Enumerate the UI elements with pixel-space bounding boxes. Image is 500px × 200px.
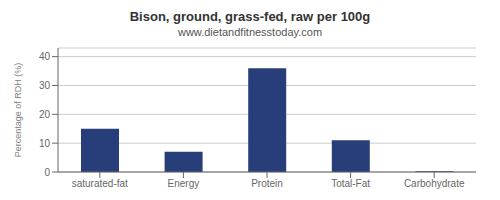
svg-text:Protein: Protein	[251, 178, 283, 189]
svg-text:0: 0	[44, 167, 50, 178]
html-text:Bison, ground, grass-fed, raw: Bison, ground, grass-fed, raw per 100g	[129, 9, 371, 24]
svg-text:Total-Fat: Total-Fat	[331, 178, 370, 189]
svg-text:Energy: Energy	[168, 178, 200, 189]
svg-text:Percentage of RDH (%): Percentage of RDH (%)	[13, 63, 23, 158]
svg-text:saturated-fat: saturated-fat	[72, 178, 128, 189]
svg-text:40: 40	[39, 51, 51, 62]
svg-text:20: 20	[39, 109, 51, 120]
svg-text:10: 10	[39, 138, 51, 149]
svg-text:30: 30	[39, 80, 51, 91]
svg-text:Carbohydrate: Carbohydrate	[404, 178, 465, 189]
html-text:www.dietandfitnesstoday.com: www.dietandfitnesstoday.com	[178, 26, 322, 38]
